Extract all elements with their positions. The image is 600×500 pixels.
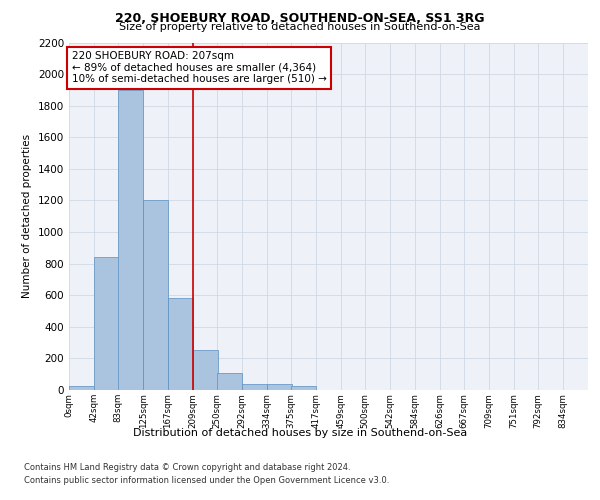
Bar — [118, 90, 143, 390]
Text: 220, SHOEBURY ROAD, SOUTHEND-ON-SEA, SS1 3RG: 220, SHOEBURY ROAD, SOUTHEND-ON-SEA, SS1… — [115, 12, 485, 24]
Text: Size of property relative to detached houses in Southend-on-Sea: Size of property relative to detached ho… — [119, 22, 481, 32]
Text: Contains public sector information licensed under the Open Government Licence v3: Contains public sector information licen… — [24, 476, 389, 485]
Bar — [291, 386, 316, 390]
Bar — [267, 384, 292, 390]
Text: Distribution of detached houses by size in Southend-on-Sea: Distribution of detached houses by size … — [133, 428, 467, 438]
Bar — [69, 386, 94, 390]
Bar — [193, 350, 218, 390]
Text: Contains HM Land Registry data © Crown copyright and database right 2024.: Contains HM Land Registry data © Crown c… — [24, 464, 350, 472]
Text: 220 SHOEBURY ROAD: 207sqm
← 89% of detached houses are smaller (4,364)
10% of se: 220 SHOEBURY ROAD: 207sqm ← 89% of detac… — [71, 51, 326, 84]
Bar — [217, 372, 242, 390]
Bar — [94, 258, 119, 390]
Bar — [168, 298, 193, 390]
Y-axis label: Number of detached properties: Number of detached properties — [22, 134, 32, 298]
Bar — [143, 200, 168, 390]
Bar — [242, 384, 267, 390]
